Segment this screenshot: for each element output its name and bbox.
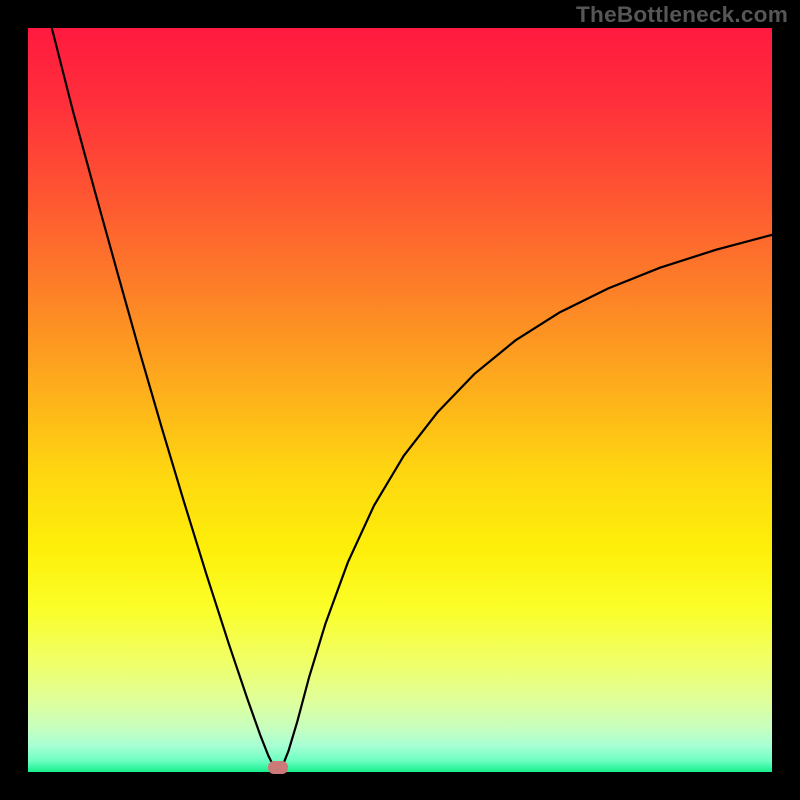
optimal-point-marker [268, 761, 289, 774]
bottleneck-curve [28, 28, 772, 772]
chart-container: TheBottleneck.com [0, 0, 800, 800]
watermark-text: TheBottleneck.com [576, 2, 788, 28]
plot-area [28, 28, 772, 772]
